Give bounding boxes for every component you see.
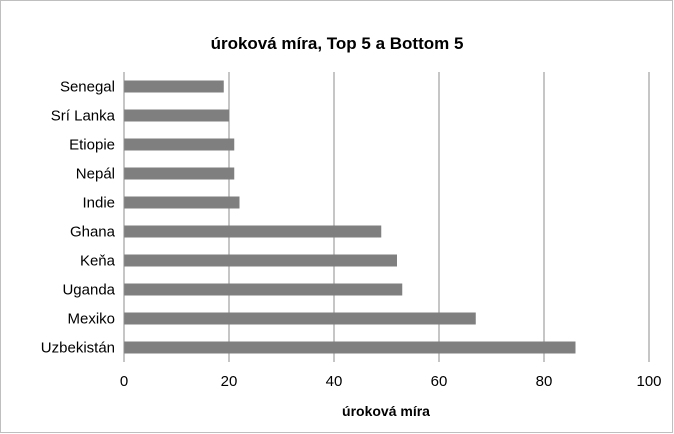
y-tick-label: Indie	[82, 195, 115, 212]
bar	[124, 138, 235, 151]
bar	[124, 254, 397, 267]
x-tick-label: 80	[536, 373, 553, 390]
bar	[124, 196, 240, 209]
y-tick-label: Etiopie	[69, 137, 115, 154]
x-axis-label: úroková míra	[342, 403, 430, 419]
y-tick-label: Uganda	[62, 282, 115, 299]
bar	[124, 80, 224, 93]
bars	[124, 80, 576, 354]
bar	[124, 167, 235, 180]
y-tick-label: Mexiko	[67, 311, 115, 328]
bar	[124, 283, 403, 296]
y-tick-labels: Senegal Srí Lanka Etiopie Nepál Indie Ghana Ke…	[41, 79, 116, 357]
bar	[124, 341, 576, 354]
y-tick-label: Nepál	[76, 166, 115, 183]
bar	[124, 225, 382, 238]
y-tick-label: Ghana	[70, 224, 116, 241]
x-tick-label: 20	[221, 373, 238, 390]
bar	[124, 312, 476, 325]
x-tick-label: 0	[120, 373, 128, 390]
y-tick-label: Senegal	[60, 79, 115, 96]
x-tick-label: 60	[431, 373, 448, 390]
x-tick-labels: 0 20 40 60 80 100	[120, 373, 662, 390]
y-tick-label: Srí Lanka	[51, 108, 116, 125]
bar	[124, 109, 229, 122]
y-tick-label: Uzbekistán	[41, 340, 115, 357]
x-tick-label: 100	[636, 373, 661, 390]
y-tick-label: Keňa	[80, 253, 116, 270]
chart-title: úroková míra, Top 5 a Bottom 5	[211, 34, 464, 53]
x-tick-label: 40	[326, 373, 343, 390]
